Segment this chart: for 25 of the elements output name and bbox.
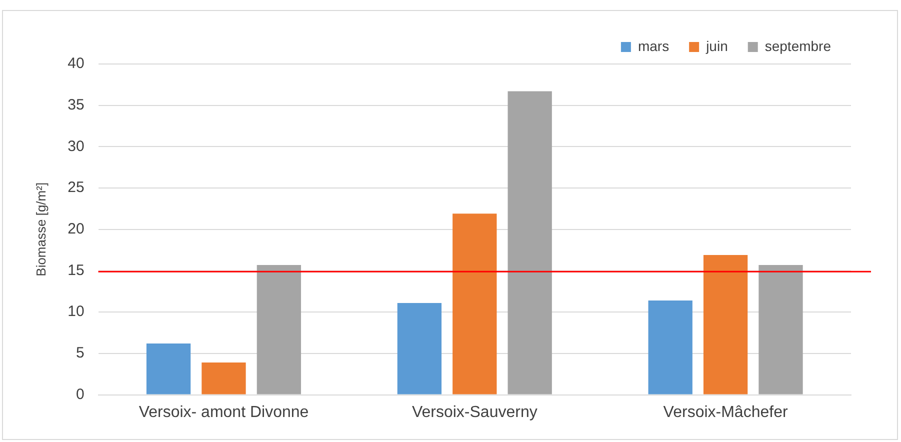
bar (146, 344, 191, 394)
bar (703, 255, 748, 394)
y-tick-label: 20 (68, 220, 84, 238)
x-tick-label: Versoix- amont Divonne (138, 404, 309, 421)
legend-label: mars (638, 38, 670, 54)
y-axis-title: Biomasse [g/m²] (33, 182, 48, 276)
y-tick-label: 10 (68, 303, 84, 320)
legend-label: septembre (764, 38, 832, 54)
x-tick-label: Versoix-Mâchefer (663, 404, 788, 421)
x-tick-label: Versoix-Sauverny (412, 404, 538, 421)
y-tick-label: 35 (68, 96, 84, 114)
bar (452, 214, 497, 394)
y-tick-label: 15 (68, 262, 84, 279)
bar (508, 91, 552, 394)
legend-label: juin (705, 38, 728, 54)
y-tick-label: 5 (76, 344, 84, 362)
bar (256, 264, 302, 394)
bar (648, 300, 692, 394)
y-tick-label: 30 (68, 138, 84, 155)
bar (397, 303, 442, 394)
y-tick-label: 25 (68, 179, 84, 196)
bar (758, 264, 803, 394)
y-tick-label: 0 (76, 386, 84, 403)
y-tick-label: 40 (68, 55, 84, 72)
bar (202, 362, 246, 394)
